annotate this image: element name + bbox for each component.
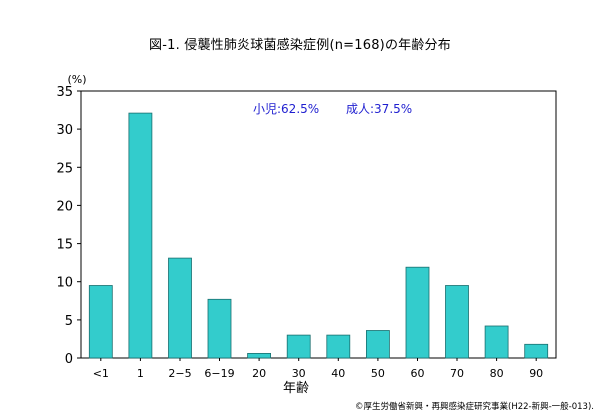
- copyright-note: ©厚生労働省新興・再興感染症研究事業(H22-新興-一般-013).: [355, 402, 594, 412]
- bar-8: [405, 266, 430, 359]
- chart-title: 図-1. 侵襲性肺炎球菌感染症例(n=168)の年齢分布: [149, 38, 451, 53]
- bars-group: [88, 112, 549, 359]
- bar-7: [365, 330, 390, 359]
- y-tick-label: 15: [56, 238, 73, 253]
- y-tick-label: 25: [56, 161, 73, 176]
- x-tick-label: 90: [529, 367, 543, 380]
- y-tick-label: 30: [56, 123, 73, 138]
- bar-0: [88, 285, 113, 359]
- x-ticks-group: <1 1 2−5 6−19 20 30 40 50 60 70 80 90: [93, 358, 543, 380]
- annotation-children: 小児:62.5%: [253, 102, 319, 116]
- y-tick-label: 5: [65, 314, 73, 329]
- y-tick-label: 20: [56, 199, 73, 214]
- bar-1: [128, 112, 153, 359]
- annotation-adults: 成人:37.5%: [346, 102, 412, 116]
- bar-4: [247, 352, 272, 359]
- x-tick-label: 2−5: [168, 367, 191, 380]
- x-tick-label: 20: [252, 367, 266, 380]
- x-tick-label: 40: [331, 367, 345, 380]
- bar-9: [445, 285, 469, 359]
- bar-3: [207, 298, 232, 359]
- x-tick-label: 50: [371, 367, 385, 380]
- x-tick-label: 30: [292, 367, 306, 380]
- y-tick-label: 0: [65, 352, 73, 367]
- y-tick-label: 35: [56, 85, 73, 100]
- bar-10: [484, 325, 509, 359]
- x-axis-label: 年齢: [283, 381, 309, 396]
- bar-11: [524, 343, 549, 359]
- x-tick-label: 80: [490, 367, 504, 380]
- x-tick-label: <1: [93, 367, 109, 380]
- x-tick-label: 60: [411, 367, 425, 380]
- y-ticks-group: 0 5 10 15 20 25 30 35: [56, 85, 81, 367]
- x-tick-label: 70: [450, 367, 464, 380]
- y-tick-label: 10: [56, 276, 73, 291]
- bar-2: [168, 257, 192, 359]
- y-axis-label: (%): [67, 73, 86, 86]
- bar-6: [326, 334, 351, 359]
- plot-frame: [80, 90, 557, 359]
- bar-5: [286, 334, 311, 359]
- x-tick-label: 6−19: [204, 367, 234, 380]
- x-tick-label: 1: [137, 367, 144, 380]
